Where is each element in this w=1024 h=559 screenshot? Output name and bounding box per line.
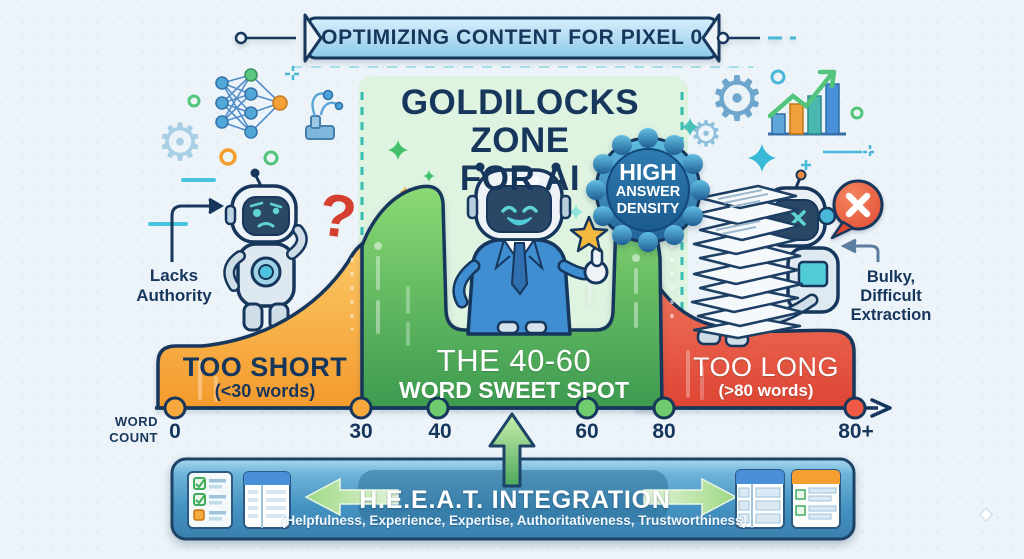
orange-circle-decor — [219, 148, 237, 166]
gear-icon-large: ⚙ — [709, 65, 765, 134]
badge-line1: HIGH — [619, 159, 677, 185]
robot-confused — [223, 168, 308, 332]
error-speech-bubble — [830, 179, 884, 240]
axis-arrowhead — [870, 398, 892, 418]
zone-too-long-subtitle: (>80 words) — [718, 381, 814, 400]
callout-lacks-authority: Lacks Authority — [136, 266, 212, 305]
diamond-decor — [978, 507, 994, 523]
sparkle-white-teal — [569, 204, 583, 220]
up-arrow-icon — [488, 412, 536, 488]
gear-icon: ⚙ — [157, 114, 204, 172]
gear-icon-small: ⚙ — [690, 113, 722, 154]
robot-happy — [452, 162, 609, 336]
neural-network-icon — [215, 68, 288, 139]
zone-sweet-spot-subtitle: WORD SWEET SPOT — [399, 377, 629, 403]
heeat-subtitle: (Helpfulness, Experience, Expertise, Aut… — [280, 513, 748, 528]
zone-sweet-spot-title: THE 40-60 — [436, 343, 592, 378]
tick-label-60: 60 — [575, 420, 599, 443]
tick-dot-60 — [575, 396, 599, 420]
zone-too-short-subtitle: (<30 words) — [214, 381, 316, 401]
tick-dot-30 — [349, 396, 373, 420]
pointer-arrow-left-robot — [170, 197, 224, 262]
page-title: GOLDILOCKS ZONE FOR AI — [400, 83, 640, 198]
badge-line2: ANSWER — [615, 184, 681, 200]
question-mark-icon: ? — [315, 180, 361, 251]
table-icon-right1 — [735, 469, 785, 529]
robot-overloaded — [690, 169, 840, 348]
speed-dashes-left — [148, 178, 216, 226]
word-count-axis — [155, 396, 892, 420]
zone-too-short-shape — [156, 241, 366, 410]
tick-label-80: 80 — [652, 420, 676, 443]
zone-too-long-title: TOO LONG — [692, 352, 840, 382]
tick-dot-40 — [426, 396, 450, 420]
teal-circle-decor — [770, 69, 786, 85]
ribbon-title: OPTIMIZING CONTENT FOR PIXEL 0 — [321, 26, 703, 49]
pointer-arrow-right-robot — [840, 238, 880, 262]
top-ribbon — [234, 13, 796, 63]
tick-label-0: 0 — [169, 420, 181, 443]
green-circle-decor — [187, 94, 201, 108]
x-icon — [845, 192, 871, 218]
connector-dot-right — [716, 31, 730, 45]
sparkle-green — [388, 140, 408, 160]
crosshair-line-decor — [801, 145, 877, 170]
robot-arm-icon — [305, 89, 344, 140]
connector-dot-left — [234, 31, 248, 45]
table-icon-right2 — [791, 469, 841, 529]
sparkle-teal-large — [748, 144, 776, 172]
growth-chart-icon — [767, 69, 846, 136]
green-circle-decor3 — [850, 106, 864, 120]
high-answer-density-badge — [586, 128, 710, 252]
green-circle-decor2 — [263, 150, 279, 166]
axis-label: WORD COUNT — [109, 414, 158, 445]
tick-dot-80plus — [843, 396, 867, 420]
sparkle-green-small — [423, 170, 435, 182]
sparkle-teal — [681, 118, 699, 136]
tick-label-80plus: 80+ — [838, 420, 874, 443]
checklist-icon — [187, 471, 233, 529]
star-icon — [569, 215, 609, 253]
tick-dot-80 — [652, 396, 676, 420]
callout-bulky-extraction: Bulky, Difficult Extraction — [850, 268, 932, 324]
arrow-right-icon — [643, 477, 738, 517]
arrow-left-icon — [304, 477, 399, 517]
badge-line3: DENSITY — [616, 201, 680, 217]
table-icon-left — [243, 471, 291, 529]
tick-label-30: 30 — [349, 420, 373, 443]
tick-dot-0 — [163, 396, 187, 420]
heeat-title: H.E.E.A.T. INTEGRATION — [359, 486, 671, 514]
zone-too-short-title: TOO SHORT — [182, 352, 348, 382]
tick-label-40: 40 — [428, 420, 452, 443]
heeat-banner — [170, 457, 856, 541]
crosshair-decor — [285, 66, 301, 82]
